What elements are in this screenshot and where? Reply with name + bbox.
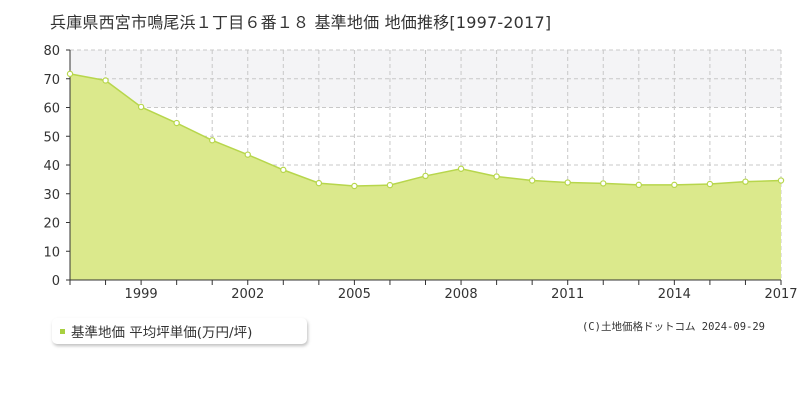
data-point <box>742 178 749 185</box>
data-point <box>635 181 643 189</box>
y-tick-label: 80 <box>43 44 60 59</box>
axis-layer <box>66 49 782 285</box>
x-tick-label: 2014 <box>658 287 691 302</box>
data-point <box>671 181 678 189</box>
data-point <box>706 180 714 188</box>
y-tick-label: 10 <box>43 245 60 260</box>
credit-text: (C)土地価格ドットコム 2024-09-29 <box>581 321 765 333</box>
data-point <box>280 166 287 174</box>
x-tick-label: 2005 <box>338 287 371 302</box>
x-axis-ticks: 1999 2002 2005 2008 2011 2014 2017 <box>125 287 798 302</box>
x-tick-label: 2017 <box>764 287 797 302</box>
data-point <box>102 77 109 84</box>
legend-marker <box>60 328 65 334</box>
y-tick-label: 30 <box>43 188 60 203</box>
data-point <box>315 179 323 187</box>
chart-title: 兵庫県西宮市鳴尾浜１丁目６番１８ 基準地価 地価推移[1997-2017] <box>50 13 552 32</box>
data-point <box>457 165 465 172</box>
x-tick-label: 1999 <box>125 287 158 302</box>
data-point <box>600 180 607 187</box>
y-tick-label: 40 <box>43 159 60 174</box>
x-tick-label: 2002 <box>231 287 264 302</box>
data-point <box>244 151 251 158</box>
data-point <box>351 182 358 190</box>
legend-label: 基準地価 平均坪単価(万円/坪) <box>71 325 253 341</box>
data-point <box>493 173 500 180</box>
data-point <box>386 181 394 189</box>
data-point <box>564 179 571 186</box>
data-point <box>528 177 536 184</box>
x-tick-label: 2008 <box>445 287 478 302</box>
data-point <box>173 119 180 127</box>
data-point <box>208 137 216 144</box>
y-tick-label: 0 <box>52 274 60 289</box>
y-tick-label: 20 <box>43 217 60 232</box>
y-tick-label: 50 <box>43 130 60 145</box>
y-tick-label: 60 <box>43 102 60 117</box>
y-axis-ticks: 0 10 20 30 40 50 60 70 80 <box>43 44 60 289</box>
point-layer <box>66 70 785 190</box>
data-point <box>137 103 145 111</box>
data-point <box>422 172 429 180</box>
x-tick-label: 2011 <box>551 287 584 302</box>
legend: 基準地価 平均坪単価(万円/坪) <box>52 318 307 344</box>
y-tick-label: 70 <box>43 73 60 88</box>
data-point <box>777 177 785 184</box>
data-point <box>66 70 74 78</box>
